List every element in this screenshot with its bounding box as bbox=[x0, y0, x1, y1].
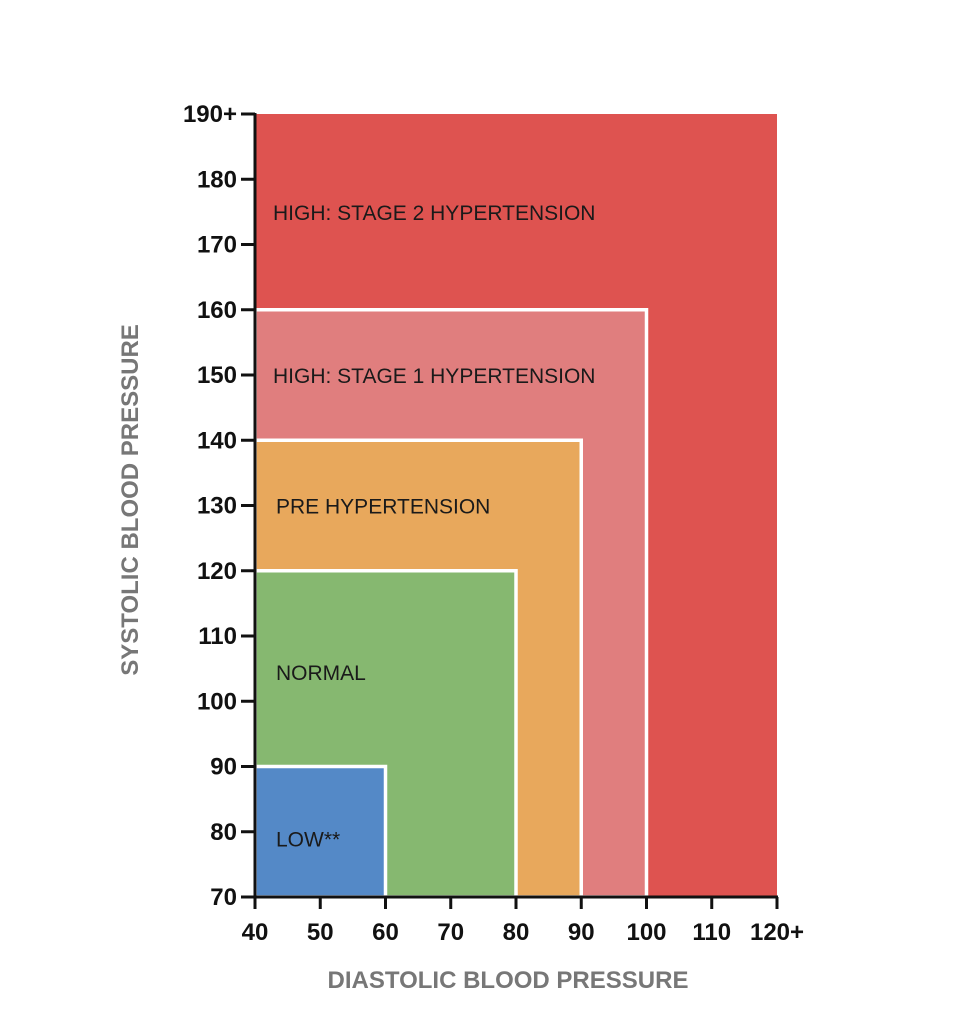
zone-label-pre-hypertension: PRE HYPERTENSION bbox=[276, 496, 490, 519]
y-tick-label: 110 bbox=[198, 623, 237, 650]
x-tick-label: 90 bbox=[568, 919, 595, 946]
zone-labels-group: HIGH: STAGE 2 HYPERTENSION HIGH: STAGE 1 … bbox=[273, 202, 595, 851]
y-tick-label: 180 bbox=[197, 166, 237, 193]
y-tick-label: 120 bbox=[197, 558, 237, 585]
axes-group: 70 80 90 100 110 120 130 140 150 160 170 180 190+ 40 5… bbox=[183, 101, 804, 946]
y-tick-label: 140 bbox=[197, 427, 237, 454]
zone-label-low: LOW** bbox=[276, 828, 340, 851]
zones-group bbox=[252, 114, 777, 900]
x-axis-title: DIASTOLIC BLOOD PRESSURE bbox=[328, 967, 689, 994]
x-tick-label: 110 bbox=[692, 919, 731, 946]
y-tick-label: 90 bbox=[210, 754, 237, 781]
x-tick-label: 60 bbox=[372, 919, 399, 946]
y-tick-label: 150 bbox=[197, 362, 237, 389]
x-tick-label: 40 bbox=[242, 919, 269, 946]
x-tick-label: 50 bbox=[307, 919, 334, 946]
y-tick-label: 190+ bbox=[183, 101, 237, 128]
zone-label-high-stage-1-hypertension: HIGH: STAGE 1 HYPERTENSION bbox=[273, 365, 595, 388]
y-axis-title: SYSTOLIC BLOOD PRESSURE bbox=[117, 324, 144, 676]
y-tick-label: 100 bbox=[197, 688, 237, 715]
y-tick-label: 70 bbox=[210, 884, 237, 911]
y-tick-label: 80 bbox=[210, 819, 237, 846]
y-tick-label: 130 bbox=[197, 493, 237, 520]
x-tick-label: 80 bbox=[503, 919, 530, 946]
y-tick-label: 170 bbox=[197, 232, 237, 259]
x-tick-label: 100 bbox=[626, 919, 666, 946]
x-tick-label: 120+ bbox=[750, 919, 804, 946]
y-tick-label: 160 bbox=[197, 297, 237, 324]
x-tick-label: 70 bbox=[437, 919, 464, 946]
zone-label-normal: NORMAL bbox=[276, 662, 366, 685]
zone-label-high-stage-2-hypertension: HIGH: STAGE 2 HYPERTENSION bbox=[273, 202, 595, 225]
